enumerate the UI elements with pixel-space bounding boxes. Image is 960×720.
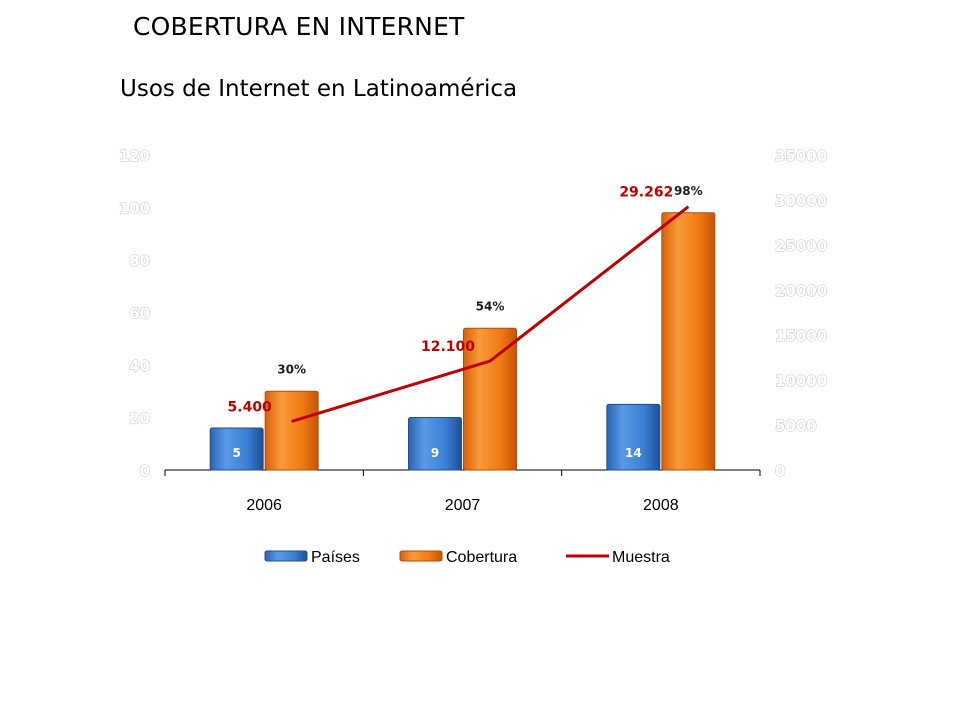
bar-paises [209, 427, 264, 471]
x-axis-category-label: 2006 [246, 497, 282, 514]
legend-label: Muestra [612, 549, 670, 566]
line-muestra-label: 5.400 [228, 399, 273, 415]
right-axis-tick: 35000 [775, 147, 827, 165]
line-muestra-label: 12.100 [421, 339, 475, 355]
bar-cobertura-label: 30% [277, 362, 306, 376]
bar-paises [606, 403, 661, 471]
x-axis-category-label: 2007 [445, 497, 481, 514]
bar-paises-label: 9 [431, 446, 439, 460]
left-axis-tick: 0 [140, 462, 150, 480]
left-axis-tick: 80 [129, 252, 150, 270]
right-axis-tick: 30000 [775, 192, 827, 210]
legend-item-cobertura: Cobertura [399, 549, 517, 566]
x-axis-category-label: 2008 [643, 497, 679, 514]
bar-paises [408, 417, 462, 471]
bar-cobertura [661, 212, 716, 471]
right-axis-tick: 5000 [775, 417, 817, 435]
right-axis-tick: 20000 [775, 282, 827, 300]
left-axis-tick: 100 [119, 200, 150, 218]
right-axis-tick: 0 [775, 462, 785, 480]
right-axis-tick: 25000 [775, 237, 827, 255]
left-axis-tick: 60 [129, 305, 150, 323]
bar-paises-label: 14 [625, 446, 642, 460]
line-muestra-label: 29.262 [619, 185, 673, 201]
legend-label: Países [311, 549, 360, 566]
legend-swatch [399, 550, 443, 562]
slide-title: COBERTURA EN INTERNET [133, 12, 465, 41]
slide-subtitle: Usos de Internet en Latinoamérica [120, 76, 518, 102]
bar-cobertura-label: 98% [674, 184, 703, 198]
legend-item-paises: Países [264, 549, 360, 566]
legend-label: Cobertura [446, 549, 517, 566]
bar-cobertura [264, 390, 319, 471]
left-axis-tick: 40 [129, 357, 150, 375]
bar-paises-label: 5 [232, 446, 240, 460]
left-axis-tick: 20 [129, 410, 150, 428]
bar-cobertura-label: 54% [476, 299, 505, 313]
legend-swatch [264, 550, 308, 562]
left-axis-tick: 120 [119, 147, 150, 165]
right-axis-tick: 10000 [775, 372, 827, 390]
right-axis-tick: 15000 [775, 327, 827, 345]
legend-item-muestra: Muestra [566, 549, 670, 566]
